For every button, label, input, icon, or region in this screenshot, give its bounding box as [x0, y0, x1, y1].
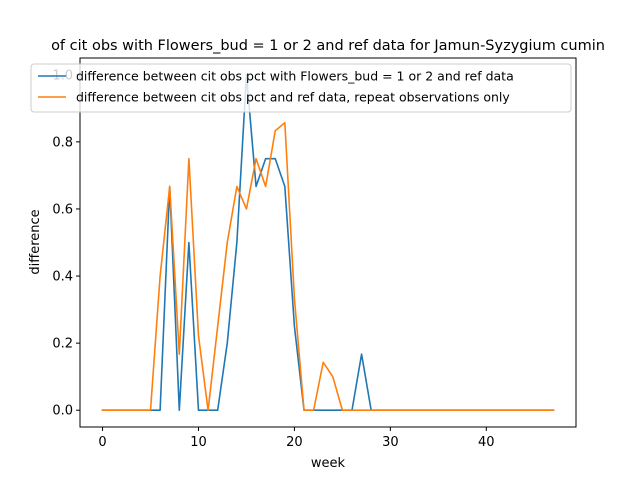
chart-title: of cit obs with Flowers_bud = 1 or 2 and… — [51, 38, 605, 54]
axes-frame — [79, 57, 577, 428]
y-tick-label: 0.4 — [52, 270, 73, 285]
x-tick-label: 0 — [98, 435, 106, 450]
series-line-2 — [101, 121, 555, 412]
y-tick-label: 0.0 — [52, 404, 73, 419]
y-tick-label: 0.6 — [52, 202, 73, 217]
x-tick-label: 10 — [190, 435, 207, 450]
y-tick-label: 0.2 — [52, 337, 73, 352]
legend-label-1: difference between cit obs pct with Flow… — [76, 69, 514, 84]
x-tick-label: 20 — [286, 435, 303, 450]
legend-box — [30, 63, 572, 113]
x-axis-label: week — [311, 456, 346, 471]
series-line-1 — [101, 73, 555, 412]
x-tick-label: 40 — [478, 435, 495, 450]
y-tick-label: 0.8 — [52, 135, 73, 150]
legend: difference between cit obs pct with Flow… — [30, 63, 572, 113]
x-tick-label: 30 — [382, 435, 399, 450]
legend-label-2: difference between cit obs pct and ref d… — [76, 90, 510, 105]
y-axis-label: difference — [28, 209, 43, 274]
